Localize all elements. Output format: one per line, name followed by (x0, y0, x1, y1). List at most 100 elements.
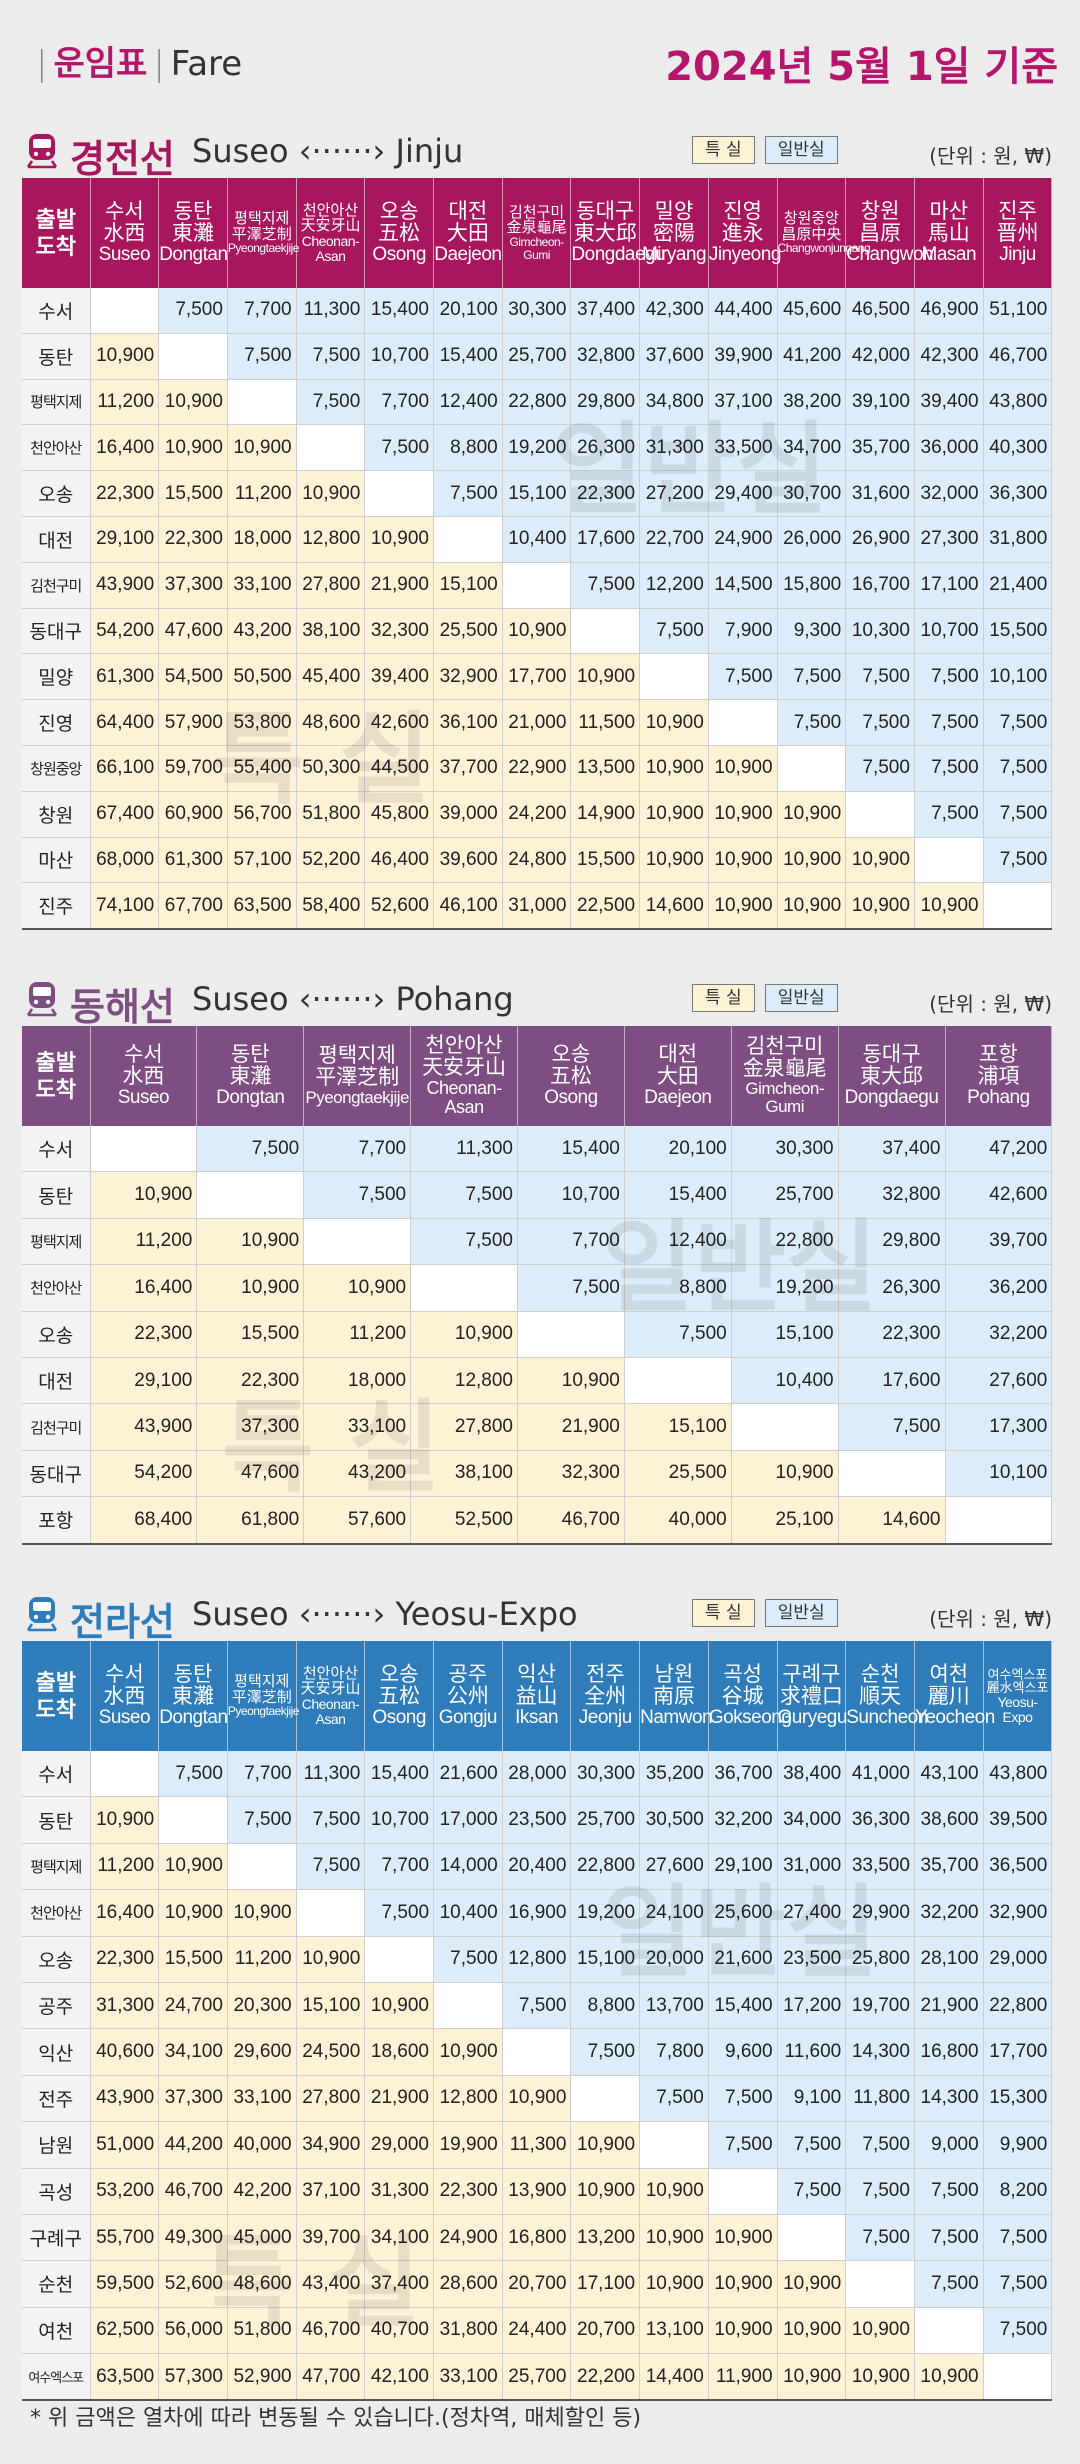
fare-cell: 13,900 (502, 2168, 572, 2215)
column-header: 오송 五松 Osong (364, 178, 435, 288)
fare-cell: 27,800 (296, 562, 366, 609)
corner-departure: 출발 (35, 206, 76, 232)
fare-cell: 24,200 (502, 791, 572, 838)
fare-cell: 10,100 (983, 653, 1053, 701)
fare-cell: 33,100 (303, 1403, 412, 1451)
row-label: 밀양 (22, 653, 91, 701)
station-name: 순천 (860, 1662, 900, 1686)
station-name: 진영 (723, 199, 762, 223)
fare-cell (196, 1171, 305, 1219)
fare-cell: 67,700 (158, 882, 228, 931)
fare-cell: 39,500 (983, 1796, 1053, 1844)
station-name: 동탄 (173, 1662, 213, 1686)
fare-cell: 11,500 (570, 699, 641, 746)
fare-cell: 68,000 (90, 837, 160, 884)
fare-cell: 12,200 (639, 562, 709, 609)
legend: 특 실 일반실 (692, 984, 838, 1012)
station-hanja: 東灘 (172, 222, 215, 246)
fare-cell: 24,900 (433, 2214, 503, 2262)
fare-cell: 14,300 (914, 2075, 984, 2123)
station-en: Jinju (999, 244, 1036, 266)
fare-cell: 52,500 (410, 1496, 518, 1545)
fare-cell: 20,300 (227, 1982, 297, 2030)
fare-cell: 31,800 (433, 2307, 503, 2355)
station-name: 포항 (979, 1042, 1018, 1066)
fare-cell: 7,500 (983, 2307, 1053, 2355)
fare-cell: 7,500 (845, 745, 915, 792)
fare-cell: 7,500 (777, 2168, 847, 2215)
table-row: 김천구미 43,900 37,300 33,100 27,800 21,900 15,100… (22, 1403, 1053, 1451)
fare-cell: 16,800 (502, 2214, 572, 2262)
fare-cell (90, 1751, 160, 1798)
fare-cell: 10,900 (158, 1889, 228, 1937)
fare-cell: 31,300 (90, 1982, 160, 2030)
fare-table: 출발 도착 수서 水西 Suseo 동탄 東灘 Dongtan 평택지제 平澤芝制 Pyeongta… (22, 178, 1053, 931)
station-en: Yeosu-Expo (997, 1693, 1038, 1725)
fare-cell: 10,900 (777, 2260, 847, 2308)
fare-cell: 7,500 (196, 1126, 305, 1173)
station-en: Suseo (98, 1707, 151, 1729)
station-name: 익산 (517, 1662, 556, 1686)
station-name: 대전 (448, 199, 488, 223)
fare-cell: 34,100 (158, 2028, 228, 2076)
fare-cell: 22,900 (502, 745, 572, 792)
station-name: 동탄 (230, 1042, 270, 1066)
station-name: 평택지제 (234, 1672, 290, 1690)
fare-cell: 10,900 (708, 2214, 778, 2262)
fare-cell: 46,700 (517, 1496, 625, 1545)
fare-cell: 7,500 (983, 2214, 1053, 2262)
fare-cell: 11,200 (227, 470, 297, 517)
fare-cell: 10,900 (639, 791, 709, 838)
station-en: Jinyeong (708, 244, 782, 266)
fare-cell: 31,800 (983, 516, 1053, 563)
fare-cell: 10,900 (502, 2075, 572, 2123)
fare-cell: 8,800 (570, 1982, 641, 2030)
column-header: 마산 馬山 Masan (914, 178, 984, 288)
table-row: 창원중앙 66,100 59,700 55,400 50,300 44,500 37,700… (22, 745, 1053, 792)
fare-cell: 22,300 (570, 470, 641, 517)
station-en: Namwon (640, 1707, 713, 1729)
table-row: 오송 22,300 15,500 11,200 10,900 7,500 15,100 22,… (22, 470, 1053, 517)
fare-cell: 7,500 (296, 1843, 366, 1891)
table-row: 진영 64,400 57,900 53,800 48,600 42,600 36,100 21… (22, 699, 1053, 746)
fare-cell: 11,300 (410, 1126, 518, 1173)
fare-cell: 27,200 (639, 470, 709, 517)
fare-cell: 19,200 (570, 1889, 641, 1937)
table-row: 남원 51,000 44,200 40,000 34,900 29,000 19,900 11… (22, 2121, 1053, 2169)
fare-cell: 10,400 (433, 1889, 503, 1937)
fare-cell: 20,700 (570, 2307, 641, 2355)
fare-cell: 10,900 (777, 791, 847, 838)
fare-cell: 15,300 (983, 2075, 1053, 2123)
fare-cell: 15,100 (296, 1982, 366, 2030)
row-label: 마산 (22, 837, 91, 884)
fare-cell: 34,900 (296, 2121, 366, 2169)
fare-cell: 35,700 (845, 424, 915, 472)
fare-cell (945, 1496, 1053, 1545)
row-label: 익산 (22, 2028, 91, 2076)
legend-special: 특 실 (692, 1599, 755, 1627)
fare-cell: 10,900 (708, 837, 778, 884)
station-en: Pyeongtaekjije (227, 1704, 300, 1719)
fare-cell: 10,900 (777, 882, 847, 931)
fare-cell: 10,900 (777, 837, 847, 884)
fare-cell: 43,900 (90, 1403, 198, 1451)
station-name: 대전 (658, 1042, 698, 1066)
fare-cell: 22,300 (90, 470, 160, 517)
fare-cell: 11,200 (227, 1936, 297, 1983)
station-hanja: 天安牙山 (422, 1056, 507, 1080)
fare-cell: 22,800 (731, 1218, 839, 1266)
fare-cell: 43,400 (296, 2260, 366, 2308)
station-hanja: 密陽 (652, 222, 695, 246)
fare-cell: 10,900 (639, 745, 709, 792)
row-label: 대전 (22, 1357, 91, 1405)
fare-cell: 47,700 (296, 2353, 366, 2402)
fare-cell (227, 379, 297, 426)
fare-cell: 27,300 (914, 516, 984, 563)
fare-cell: 10,900 (570, 653, 641, 701)
fare-cell: 10,900 (845, 2307, 915, 2355)
fare-cell: 27,800 (296, 2075, 366, 2123)
fare-cell: 31,600 (845, 470, 915, 517)
fare-cell (364, 470, 435, 517)
fare-cell: 34,700 (777, 424, 847, 472)
fare-cell: 19,700 (845, 1982, 915, 2030)
